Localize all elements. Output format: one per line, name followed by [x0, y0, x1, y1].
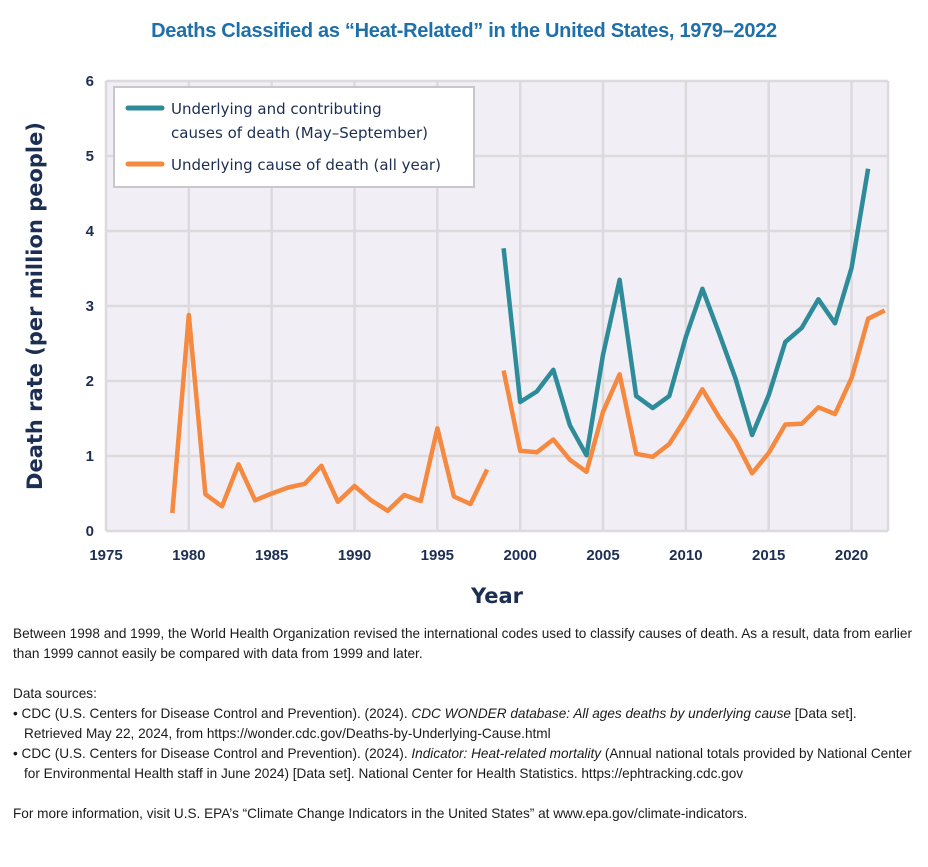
x-tick-label: 2000	[504, 547, 537, 564]
series-line-orange	[170, 312, 490, 514]
x-tick-label: 2005	[586, 547, 619, 564]
x-tick-label: 1990	[338, 547, 371, 564]
x-tick-label: 2015	[752, 547, 785, 564]
y-tick-label: 0	[86, 523, 94, 540]
legend-box	[113, 86, 475, 188]
x-axis-ticks: 1975 1980 1985 1990 1995 2000 2005 2010 2015 2020	[89, 547, 868, 564]
y-tick-label: 4	[86, 223, 95, 240]
y-tick-label: 1	[86, 448, 94, 465]
y-tick-label: 5	[86, 148, 94, 165]
line-chart: 0 1 2 3 4 5 6 1975 1980 1985 1990 1995 2000 2005 2010…	[23, 73, 890, 608]
notes-paragraph: Between 1998 and 1999, the World Health …	[13, 626, 912, 661]
series-line-teal	[501, 168, 871, 458]
x-tick-label: 2020	[835, 547, 868, 564]
y-axis-title: Death rate (per million people)	[23, 122, 47, 490]
y-tick-label: 6	[86, 73, 94, 90]
more-info-text: For more information, visit U.S. EPA’s “…	[13, 806, 748, 821]
sources-heading: Data sources:	[13, 686, 97, 701]
x-tick-label: 1980	[172, 547, 205, 564]
source-item: • CDC (U.S. Centers for Disease Control …	[13, 706, 857, 741]
legend-label-teal-line2: causes of death (May–September)	[171, 124, 428, 142]
y-tick-label: 2	[86, 373, 94, 390]
chart-title: Deaths Classified as “Heat-Related” in t…	[151, 20, 777, 42]
legend-label-orange: Underlying cause of death (all year)	[171, 156, 441, 174]
x-tick-label: 1975	[89, 547, 122, 564]
series-line-orange	[501, 308, 886, 476]
x-tick-label: 1985	[255, 547, 288, 564]
legend-label-teal-line1: Underlying and contributing	[171, 100, 382, 118]
x-tick-label: 2010	[669, 547, 702, 564]
y-axis-ticks: 0 1 2 3 4 5 6	[86, 73, 95, 540]
legend: Underlying and contributing causes of de…	[113, 86, 475, 188]
x-tick-label: 1995	[421, 547, 454, 564]
y-tick-label: 3	[86, 298, 94, 315]
x-axis-title: Year	[470, 584, 524, 608]
source-item: • CDC (U.S. Centers for Disease Control …	[13, 746, 912, 781]
chart-notes: Between 1998 and 1999, the World Health …	[13, 624, 913, 824]
series-lines	[170, 168, 886, 514]
